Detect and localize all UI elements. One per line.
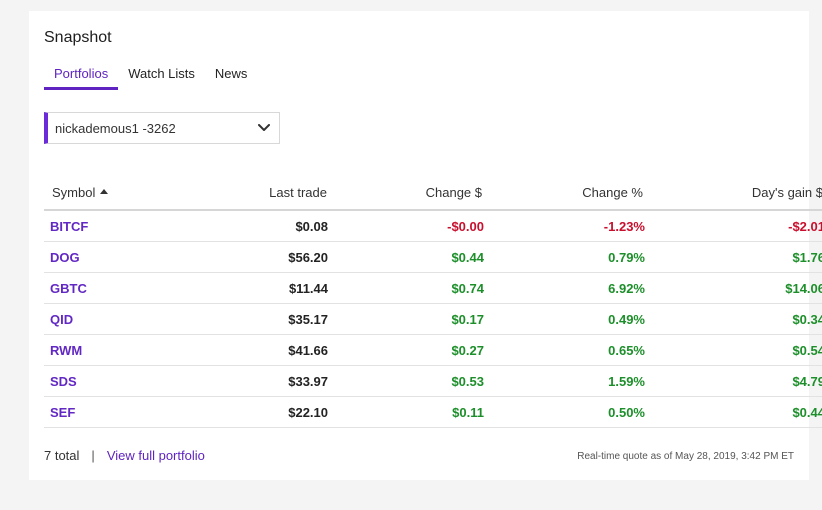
table-row: SDS $33.97 $0.53 1.59% $4.79 — [44, 365, 822, 397]
chevron-down-icon — [257, 121, 271, 135]
snapshot-card: Snapshot Portfolios Watch Lists News nic… — [29, 11, 822, 480]
table-row: QID $35.17 $0.17 0.49% $0.34 — [44, 303, 822, 335]
change-dollar-cell: -$0.00 — [334, 210, 491, 242]
view-full-portfolio-link[interactable]: View full portfolio — [106, 448, 205, 463]
change-pct-cell: -1.23% — [491, 210, 648, 242]
column-header-change-pct[interactable]: Change % — [491, 176, 648, 211]
table-row: DOG $56.20 $0.44 0.79% $1.76 — [44, 241, 822, 273]
change-dollar-cell: $0.11 — [334, 396, 491, 428]
table-footer: 7 total | View full portfolio — [44, 448, 205, 463]
snapshot-title: Snapshot — [44, 29, 112, 46]
table-row: SEF $22.10 $0.11 0.50% $0.44 — [44, 396, 822, 428]
days-gain-cell: $0.34 — [648, 303, 822, 335]
last-trade-cell: $56.20 — [162, 241, 334, 273]
symbol-link[interactable]: DOG — [50, 249, 80, 265]
days-gain-cell: $1.76 — [648, 241, 822, 273]
column-header-symbol-label: Symbol — [52, 185, 96, 200]
change-pct-cell: 0.50% — [491, 396, 648, 428]
change-dollar-cell: $0.27 — [334, 334, 491, 366]
footer-separator: | — [91, 448, 95, 463]
change-dollar-cell: $0.44 — [334, 241, 491, 273]
change-dollar-cell: $0.53 — [334, 365, 491, 397]
days-gain-cell: $0.54 — [648, 334, 822, 366]
last-trade-cell: $33.97 — [162, 365, 334, 397]
symbol-link[interactable]: QID — [50, 311, 74, 327]
last-trade-cell: $11.44 — [162, 272, 334, 304]
change-pct-cell: 0.65% — [491, 334, 648, 366]
last-trade-cell: $41.66 — [162, 334, 334, 366]
days-gain-cell: -$2.01 — [648, 210, 822, 242]
quote-timestamp: Real-time quote as of May 28, 2019, 3:42… — [577, 451, 794, 462]
symbol-link[interactable]: RWM — [50, 342, 83, 358]
last-trade-cell: $22.10 — [162, 396, 334, 428]
account-select[interactable]: nickademous1 -3262 — [44, 112, 280, 144]
total-count: 7 total — [44, 448, 80, 463]
tab-bar: Portfolios Watch Lists News — [44, 66, 257, 90]
symbol-link[interactable]: GBTC — [50, 280, 87, 296]
last-trade-cell: $0.08 — [162, 210, 334, 242]
column-header-symbol[interactable]: Symbol — [44, 176, 162, 211]
days-gain-cell: $0.44 — [648, 396, 822, 428]
sort-up-icon — [100, 189, 109, 195]
change-dollar-cell: $0.17 — [334, 303, 491, 335]
days-gain-cell: $14.06 — [648, 272, 822, 304]
account-select-value: nickademous1 -3262 — [55, 120, 176, 136]
tab-portfolios[interactable]: Portfolios — [44, 66, 119, 90]
table-row: GBTC $11.44 $0.74 6.92% $14.06 — [44, 272, 822, 304]
last-trade-cell: $35.17 — [162, 303, 334, 335]
column-header-days-gain[interactable]: Day's gain $ — [648, 176, 822, 211]
change-dollar-cell: $0.74 — [334, 272, 491, 304]
table-header-row: Symbol Last trade Change $ Change % Day'… — [44, 176, 822, 211]
change-pct-cell: 0.49% — [491, 303, 648, 335]
column-header-last-trade[interactable]: Last trade — [162, 176, 334, 211]
table-row: RWM $41.66 $0.27 0.65% $0.54 — [44, 334, 822, 366]
change-pct-cell: 6.92% — [491, 272, 648, 304]
tab-news[interactable]: News — [214, 66, 248, 81]
column-header-change-dollar[interactable]: Change $ — [334, 176, 491, 211]
symbol-link[interactable]: SDS — [50, 373, 77, 389]
change-pct-cell: 0.79% — [491, 241, 648, 273]
symbol-link[interactable]: SEF — [50, 404, 76, 420]
days-gain-cell: $4.79 — [648, 365, 822, 397]
change-pct-cell: 1.59% — [491, 365, 648, 397]
table-row: BITCF $0.08 -$0.00 -1.23% -$2.01 — [44, 210, 822, 242]
tab-watch-lists[interactable]: Watch Lists — [128, 66, 195, 81]
symbol-link[interactable]: BITCF — [50, 218, 89, 234]
portfolio-table: Symbol Last trade Change $ Change % Day'… — [44, 176, 822, 428]
